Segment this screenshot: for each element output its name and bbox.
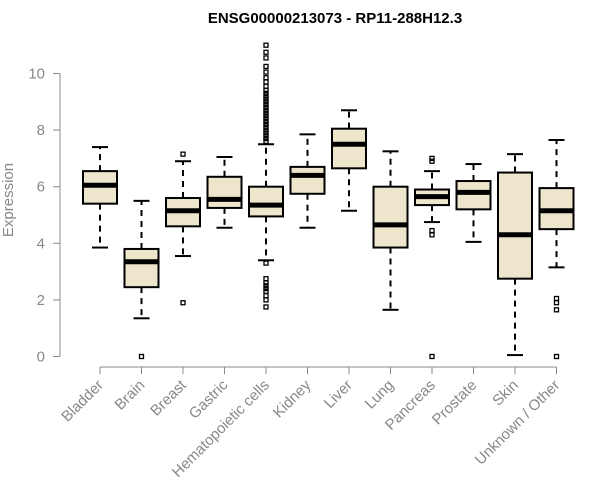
iqr-box bbox=[289, 165, 326, 195]
iqr-box bbox=[331, 127, 367, 170]
outlier-point bbox=[553, 307, 560, 313]
y-tick-label: 2 bbox=[37, 292, 45, 309]
outlier-point bbox=[263, 133, 269, 139]
outlier-point bbox=[553, 295, 560, 302]
outlier-point bbox=[263, 116, 269, 122]
y-tick-label: 0 bbox=[37, 349, 45, 366]
y-tick-label: 8 bbox=[37, 122, 45, 139]
x-tick-label: Kidney bbox=[270, 376, 315, 421]
iqr-box bbox=[123, 247, 160, 289]
outlier-point bbox=[263, 69, 269, 75]
outlier-point bbox=[263, 260, 269, 266]
y-tick-label: 10 bbox=[28, 66, 45, 83]
outlier-point bbox=[263, 49, 269, 55]
box-group bbox=[82, 146, 118, 249]
outlier-point bbox=[553, 300, 560, 306]
outlier-point bbox=[429, 232, 435, 238]
outlier-point bbox=[263, 121, 269, 128]
outlier-point bbox=[263, 135, 269, 142]
outlier-point bbox=[263, 96, 269, 102]
iqr-box bbox=[248, 185, 284, 218]
x-tick-label: Prostate bbox=[429, 377, 481, 429]
outlier-point bbox=[263, 107, 269, 113]
box-group bbox=[206, 155, 243, 229]
x-tick-label: Liver bbox=[321, 377, 356, 412]
x-tick-label: Brain bbox=[112, 377, 149, 414]
box-group bbox=[165, 151, 201, 306]
box-group bbox=[455, 163, 492, 243]
outlier-point bbox=[263, 276, 269, 282]
chart-title: ENSG00000213073 - RP11-288H12.3 bbox=[208, 10, 462, 27]
outlier-point bbox=[263, 127, 269, 133]
outlier-point bbox=[263, 42, 269, 48]
outlier-point bbox=[263, 288, 269, 295]
box-group bbox=[414, 155, 450, 360]
outlier-point bbox=[263, 63, 269, 70]
outlier-point bbox=[263, 113, 269, 119]
box-group bbox=[331, 109, 367, 212]
outlier-point bbox=[263, 104, 269, 111]
outlier-point bbox=[263, 118, 269, 125]
box-group bbox=[289, 133, 326, 229]
box-group bbox=[538, 139, 575, 360]
iqr-box bbox=[206, 175, 243, 209]
outlier-point bbox=[263, 304, 269, 310]
y-axis: 0 2 4 6 8 10 bbox=[28, 66, 61, 366]
outlier-point bbox=[263, 280, 269, 286]
plot-area bbox=[82, 42, 575, 360]
outlier-point bbox=[263, 285, 269, 292]
y-tick-label: 4 bbox=[37, 235, 45, 252]
outlier-point bbox=[263, 124, 269, 130]
outlier-point bbox=[263, 90, 269, 96]
box-group bbox=[372, 150, 409, 311]
outlier-point bbox=[263, 130, 269, 136]
outlier-point bbox=[263, 293, 269, 299]
y-tick-label: 6 bbox=[37, 179, 45, 196]
y-axis-title: Expression bbox=[0, 163, 17, 237]
outlier-point bbox=[429, 227, 435, 234]
outlier-point bbox=[138, 353, 145, 360]
outlier-point bbox=[263, 110, 269, 116]
box-group bbox=[497, 153, 533, 357]
outlier-point bbox=[263, 101, 269, 108]
outlier-point bbox=[263, 55, 269, 61]
outlier-point bbox=[263, 83, 269, 89]
outlier-point bbox=[263, 138, 269, 145]
outlier-point bbox=[429, 353, 435, 360]
outlier-point bbox=[263, 297, 269, 303]
outlier-point bbox=[553, 353, 560, 360]
box-group bbox=[123, 199, 160, 360]
outlier-point bbox=[263, 75, 269, 81]
x-tick-label: Bladder bbox=[58, 377, 107, 426]
x-tick-label: Lung bbox=[362, 377, 398, 413]
outlier-point bbox=[180, 300, 186, 306]
iqr-box bbox=[455, 180, 492, 211]
iqr-box bbox=[372, 185, 409, 249]
x-tick-label: Skin bbox=[489, 377, 522, 410]
outlier-point bbox=[263, 79, 269, 85]
outlier-point bbox=[263, 99, 269, 105]
outlier-point bbox=[180, 151, 186, 157]
iqr-box bbox=[497, 171, 533, 280]
x-tick-label: Breast bbox=[147, 376, 190, 419]
outlier-point bbox=[263, 283, 269, 289]
outlier-point bbox=[429, 155, 435, 162]
box-group bbox=[248, 42, 284, 310]
outlier-point bbox=[429, 158, 435, 164]
outlier-point bbox=[263, 93, 269, 99]
outlier-point bbox=[263, 87, 269, 94]
